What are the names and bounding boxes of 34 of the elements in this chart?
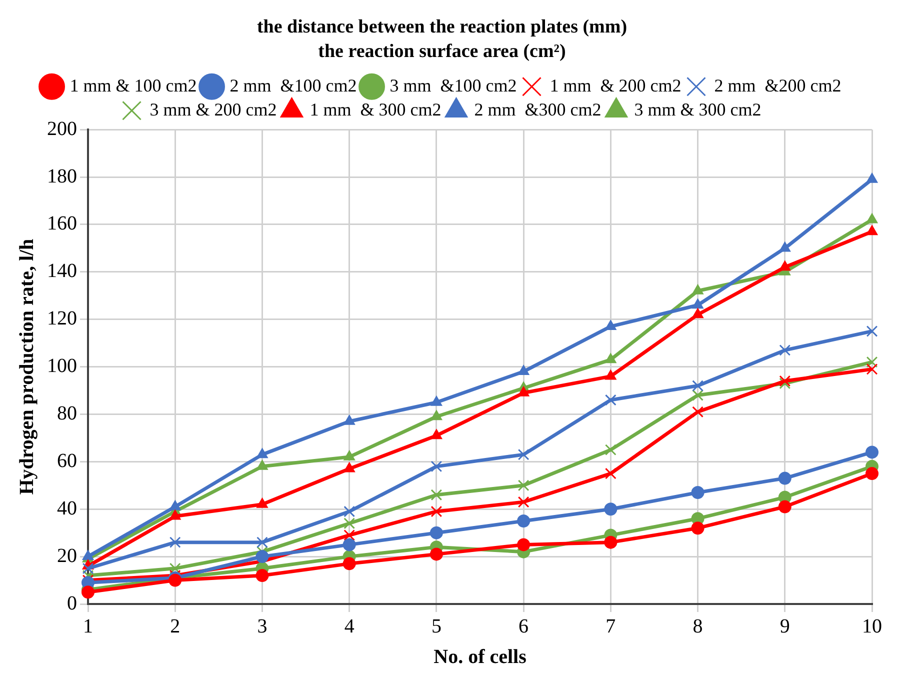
y-tick-label: 0 — [67, 592, 77, 614]
y-tick-label: 160 — [47, 212, 77, 235]
y-axis-title: Hydrogen production rate, l/h — [16, 238, 38, 495]
chart-subtitle: the reaction surface area (cm²) — [318, 41, 566, 62]
legend-label: 3 mm & 300 cm2 — [634, 99, 762, 120]
x-axis-title: No. of cells — [434, 646, 527, 668]
legend-label: 3 mm & 200 cm2 — [150, 99, 277, 120]
y-tick-label: 40 — [57, 497, 77, 520]
y-tick-label: 60 — [57, 450, 77, 472]
chart-title: the distance between the reaction plates (mm) — [256, 16, 628, 38]
legend-label: 2 mm &300 cm2 — [474, 99, 602, 120]
legend-label: 2 mm &100 cm2 — [230, 75, 357, 96]
y-tick-label: 100 — [47, 355, 77, 378]
y-tick-label: 20 — [57, 544, 77, 567]
x-tick-label: 1 — [83, 615, 93, 638]
legend-label: 2 mm &200 cm2 — [714, 75, 842, 96]
legend-label: 1 mm & 300 cm2 — [310, 99, 442, 120]
legend-label: 3 mm &100 cm2 — [390, 75, 517, 96]
x-tick-label: 5 — [431, 615, 442, 638]
legend-label: 1 mm & 100 cm2 — [70, 75, 197, 96]
legend-label: 1 mm & 200 cm2 — [550, 75, 682, 96]
y-tick-label: 120 — [47, 308, 77, 330]
y-tick-label: 180 — [47, 165, 77, 188]
x-tick-label: 6 — [518, 615, 529, 638]
y-tick-label: 200 — [47, 118, 77, 140]
x-tick-label: 8 — [692, 615, 703, 638]
y-tick-label: 80 — [57, 402, 77, 424]
y-tick-label: 140 — [47, 260, 77, 282]
x-tick-label: 4 — [344, 615, 354, 638]
x-tick-label: 2 — [170, 615, 180, 638]
x-tick-label: 7 — [606, 615, 616, 638]
x-tick-label: 9 — [780, 615, 790, 638]
x-tick-label: 3 — [257, 615, 268, 638]
x-tick-label: 10 — [862, 615, 882, 638]
